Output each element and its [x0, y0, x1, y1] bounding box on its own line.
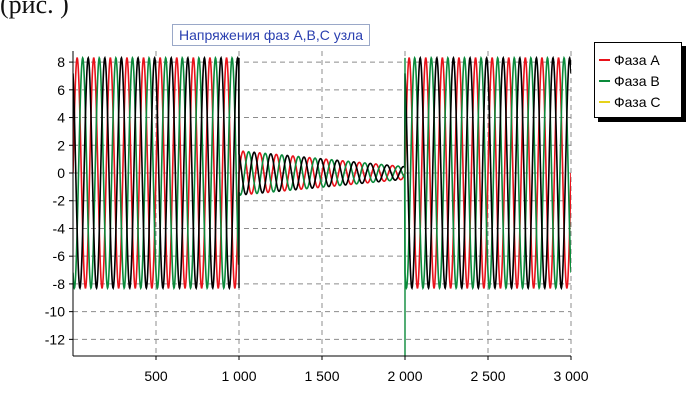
y-tick-label: -2 [53, 193, 66, 209]
x-tick-label: 2 500 [470, 368, 505, 384]
y-tick-label: 6 [57, 82, 65, 98]
y-axis-ticks: 8 6 4 2 0 -2 -4 -6 -8 -10 -12 [45, 54, 73, 347]
legend-swatch-phase-a [599, 58, 610, 61]
y-tick-label: 2 [57, 137, 65, 153]
legend-item-phase-c: Фаза C [599, 91, 681, 112]
x-tick-label: 1 000 [221, 368, 256, 384]
y-tick-label: -4 [53, 220, 66, 236]
y-tick-label: -8 [53, 276, 66, 292]
caption-fragment: (рис. ) [0, 0, 69, 19]
series-line-phase-c [73, 55, 571, 291]
y-tick-label: -6 [53, 248, 66, 264]
x-tick-label: 500 [144, 368, 168, 384]
series-line-phase-a [73, 57, 571, 289]
chart-title: Напряжения фаз А,В,С узла [172, 24, 370, 46]
legend-label-phase-b: Фаза B [614, 72, 660, 89]
chart-traces [73, 55, 571, 356]
legend-label-phase-a: Фаза A [614, 51, 660, 68]
y-tick-label: 4 [57, 110, 65, 126]
y-tick-label: 8 [57, 54, 65, 70]
y-tick-label: 0 [57, 165, 65, 181]
x-axis-ticks: 500 1 000 1 500 2 000 2 500 3 000 [144, 356, 589, 384]
y-tick-label: -10 [45, 304, 65, 320]
y-tick-label: -12 [45, 331, 65, 347]
chart-legend: Фаза A Фаза B Фаза C [594, 42, 682, 118]
legend-swatch-phase-b [599, 79, 610, 82]
legend-item-phase-a: Фаза A [599, 49, 681, 70]
legend-swatch-phase-c [599, 100, 610, 103]
x-tick-label: 3 000 [553, 368, 588, 384]
series-line-phase-b [73, 55, 571, 291]
legend-item-phase-b: Фаза B [599, 70, 681, 91]
x-tick-label: 2 000 [387, 368, 422, 384]
legend-label-phase-c: Фаза C [614, 93, 661, 110]
x-tick-label: 1 500 [304, 368, 339, 384]
